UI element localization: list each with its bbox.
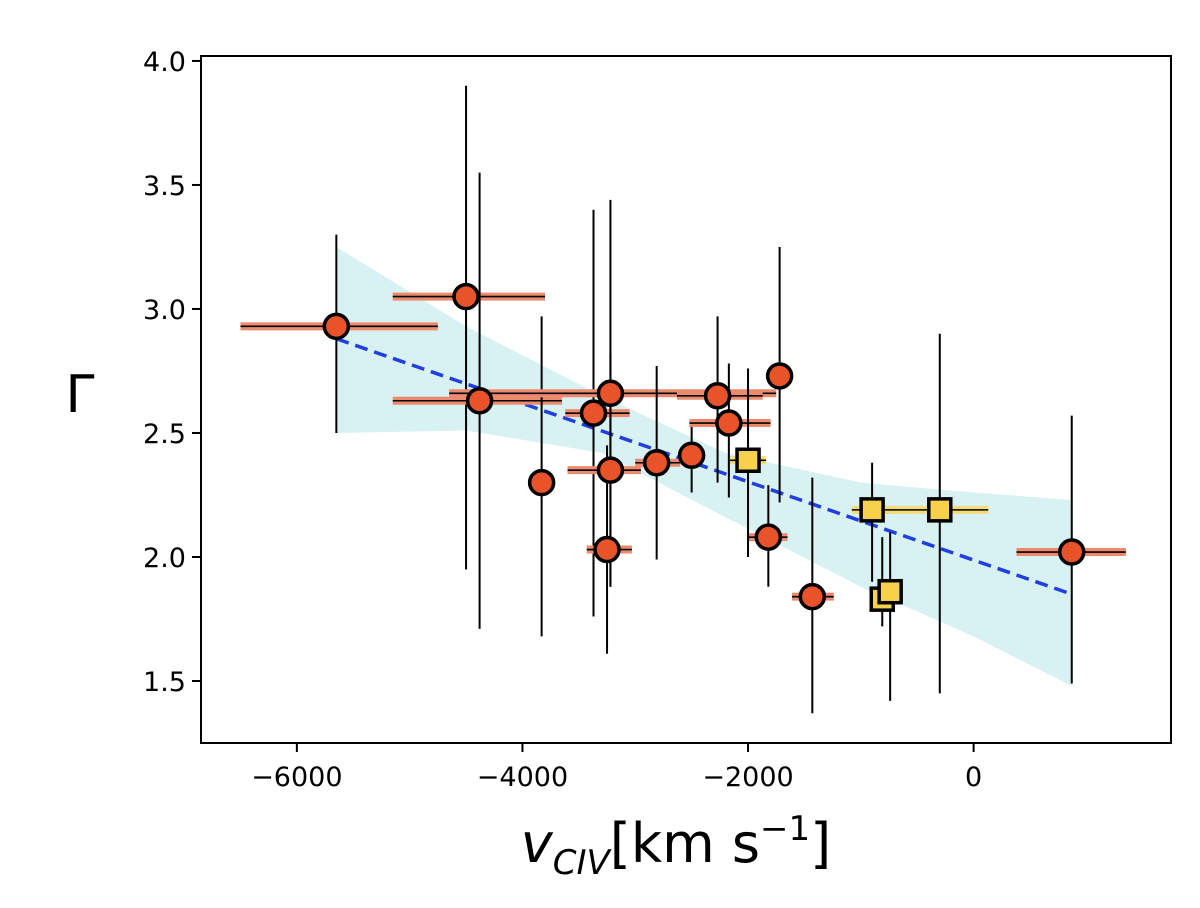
circle-marker-11: [715, 409, 743, 437]
x-tick-label-1: −4000: [477, 762, 568, 793]
x-axis-label-unit: [km s: [610, 812, 760, 875]
square-marker-1: [859, 497, 885, 523]
y-tick-label-2: 2.5: [143, 419, 186, 450]
x-axis-label-unit-exponent: −1: [760, 809, 810, 849]
circle-marker-5: [596, 379, 625, 408]
y-tick-label-3: 3.0: [143, 295, 186, 326]
y-axis-label: Γ: [66, 365, 95, 425]
square-marker-2: [927, 497, 953, 523]
circle-marker-3: [527, 468, 556, 497]
circle-marker-2: [465, 386, 494, 415]
x-axis-label-subscript: CIV: [553, 843, 613, 883]
x-tick-label-3: 0: [965, 762, 982, 793]
circle-marker-0: [322, 312, 351, 341]
x-axis-label-unit-close: ]: [810, 812, 831, 875]
x-tick-label-0: −6000: [251, 762, 342, 793]
square-marker-0: [735, 447, 761, 474]
circle-marker-9: [677, 441, 706, 470]
circle-marker-8: [642, 448, 671, 477]
y-tick-label-5: 4.0: [143, 47, 186, 78]
y-tick-label-4: 3.5: [143, 171, 186, 202]
y-tick-label-0: 1.5: [143, 667, 186, 698]
circle-marker-15: [1057, 538, 1086, 566]
x-axis-label: vCIV[km s−1]: [521, 809, 831, 883]
square-marker-4: [877, 578, 903, 605]
circle-marker-12: [754, 523, 783, 551]
circle-marker-13: [765, 362, 794, 390]
x-axis-label-main: v: [521, 812, 554, 875]
plot-frame: [200, 55, 1172, 744]
circle-marker-4: [579, 399, 608, 427]
circle-marker-7: [593, 535, 621, 564]
circle-marker-6: [596, 456, 625, 484]
x-tick-label-2: −2000: [702, 762, 793, 793]
fit-line: [335, 337, 1073, 596]
marker-layer: [322, 282, 1086, 612]
circle-marker-1: [452, 282, 480, 311]
tick-layer: −6000 −4000 −2000 0 1.5 2.0 2.5 3.0 3.5 4.0: [143, 47, 982, 793]
fit-line-layer: [335, 337, 1073, 596]
circle-marker-14: [798, 582, 827, 611]
y-tick-label-1: 2.0: [143, 543, 186, 574]
circle-marker-10: [703, 382, 732, 410]
